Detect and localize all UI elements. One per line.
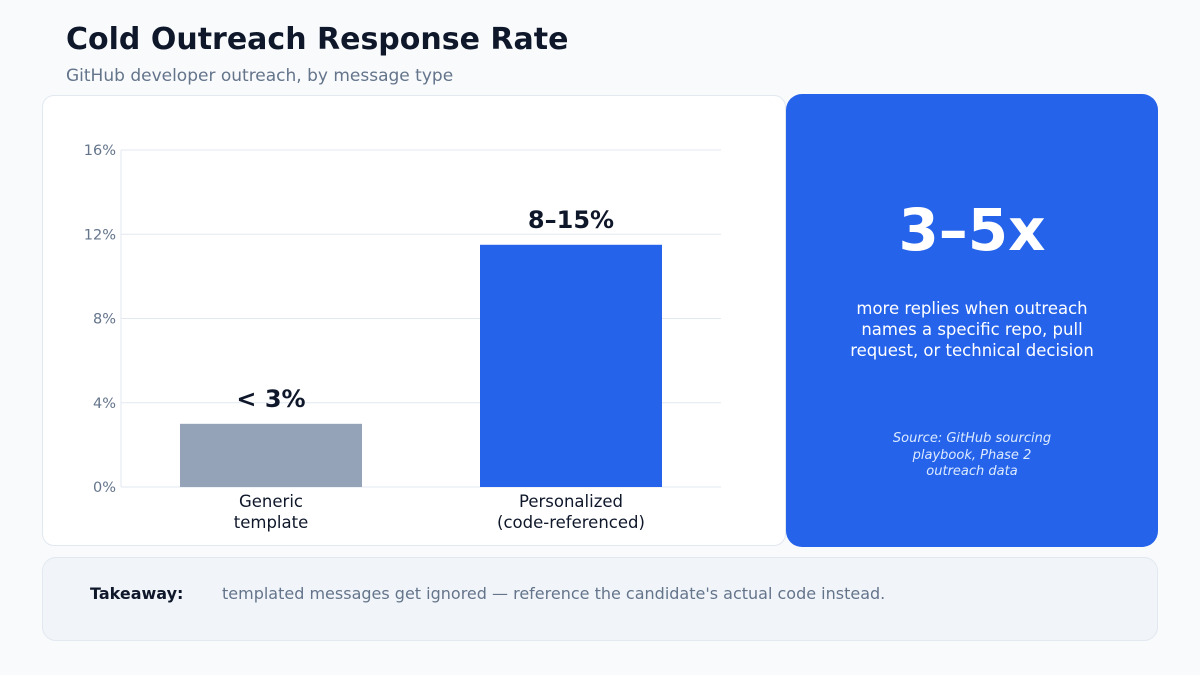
takeaway-box: Takeaway: templated messages get ignored… — [42, 557, 1158, 641]
y-tick-label: 8% — [93, 312, 116, 328]
y-tick-label: 12% — [84, 227, 116, 243]
bar-chart: 0% 4% 8% 12% 16% < 3% Generic template 8–15% Pers… — [84, 143, 721, 532]
callout-source: Source: GitHub sourcing playbook, Phase … — [892, 431, 1052, 479]
x-tick-label: (code-referenced) — [497, 513, 645, 532]
takeaway-text: templated messages get ignored — referen… — [222, 584, 886, 603]
x-tick-label: template — [234, 513, 308, 532]
callout-headline: 3–5x — [898, 196, 1046, 264]
x-tick-label: Generic — [239, 492, 303, 511]
x-tick-label: Personalized — [519, 492, 623, 511]
callout-description: more replies when outreach names a speci… — [850, 299, 1094, 360]
y-tick-label: 0% — [93, 480, 116, 496]
bar — [480, 244, 662, 487]
data-label: < 3% — [236, 385, 305, 413]
y-tick-label: 4% — [93, 396, 116, 412]
chart-card: 0% 4% 8% 12% 16% < 3% Generic template 8–15% Pers… — [42, 95, 786, 546]
page-subtitle: GitHub developer outreach, by message ty… — [66, 66, 454, 86]
takeaway-label: Takeaway: — [90, 584, 184, 603]
y-tick-label: 16% — [84, 143, 116, 159]
bar — [180, 423, 362, 487]
data-label: 8–15% — [528, 206, 614, 234]
page-title: Cold Outreach Response Rate — [66, 22, 569, 57]
callout-card: 3–5x more replies when outreach names a … — [786, 94, 1158, 547]
